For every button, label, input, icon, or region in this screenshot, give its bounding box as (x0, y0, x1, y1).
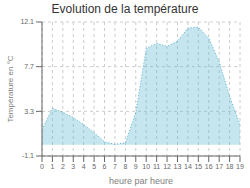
svg-text:9: 9 (134, 163, 138, 170)
svg-text:12.1: 12.1 (20, 18, 34, 25)
svg-text:-1.1: -1.1 (22, 152, 34, 159)
svg-text:Température en °C: Température en °C (8, 55, 15, 122)
svg-text:3.3: 3.3 (24, 108, 34, 115)
svg-text:0: 0 (40, 163, 44, 170)
svg-text:7.7: 7.7 (24, 63, 34, 70)
svg-text:11: 11 (153, 163, 160, 170)
html-text:Evolution de la température: Evolution de la température (51, 2, 199, 16)
svg-text:19: 19 (236, 163, 242, 170)
svg-text:13: 13 (174, 163, 182, 170)
svg-text:16: 16 (205, 163, 213, 170)
svg-text:17: 17 (215, 163, 223, 170)
svg-text:5: 5 (92, 163, 96, 170)
svg-text:8: 8 (123, 163, 127, 170)
svg-text:3: 3 (71, 163, 75, 170)
svg-text:1: 1 (50, 163, 54, 170)
svg-text:18: 18 (226, 163, 234, 170)
svg-text:12: 12 (163, 163, 171, 170)
svg-text:14: 14 (184, 163, 192, 170)
svg-text:2: 2 (61, 163, 65, 170)
svg-text:7: 7 (113, 163, 117, 170)
svg-text:15: 15 (194, 163, 202, 170)
svg-text:heure par heure: heure par heure (109, 176, 173, 186)
svg-text:4: 4 (82, 163, 86, 170)
svg-text:6: 6 (103, 163, 107, 170)
svg-text:10: 10 (142, 163, 150, 170)
